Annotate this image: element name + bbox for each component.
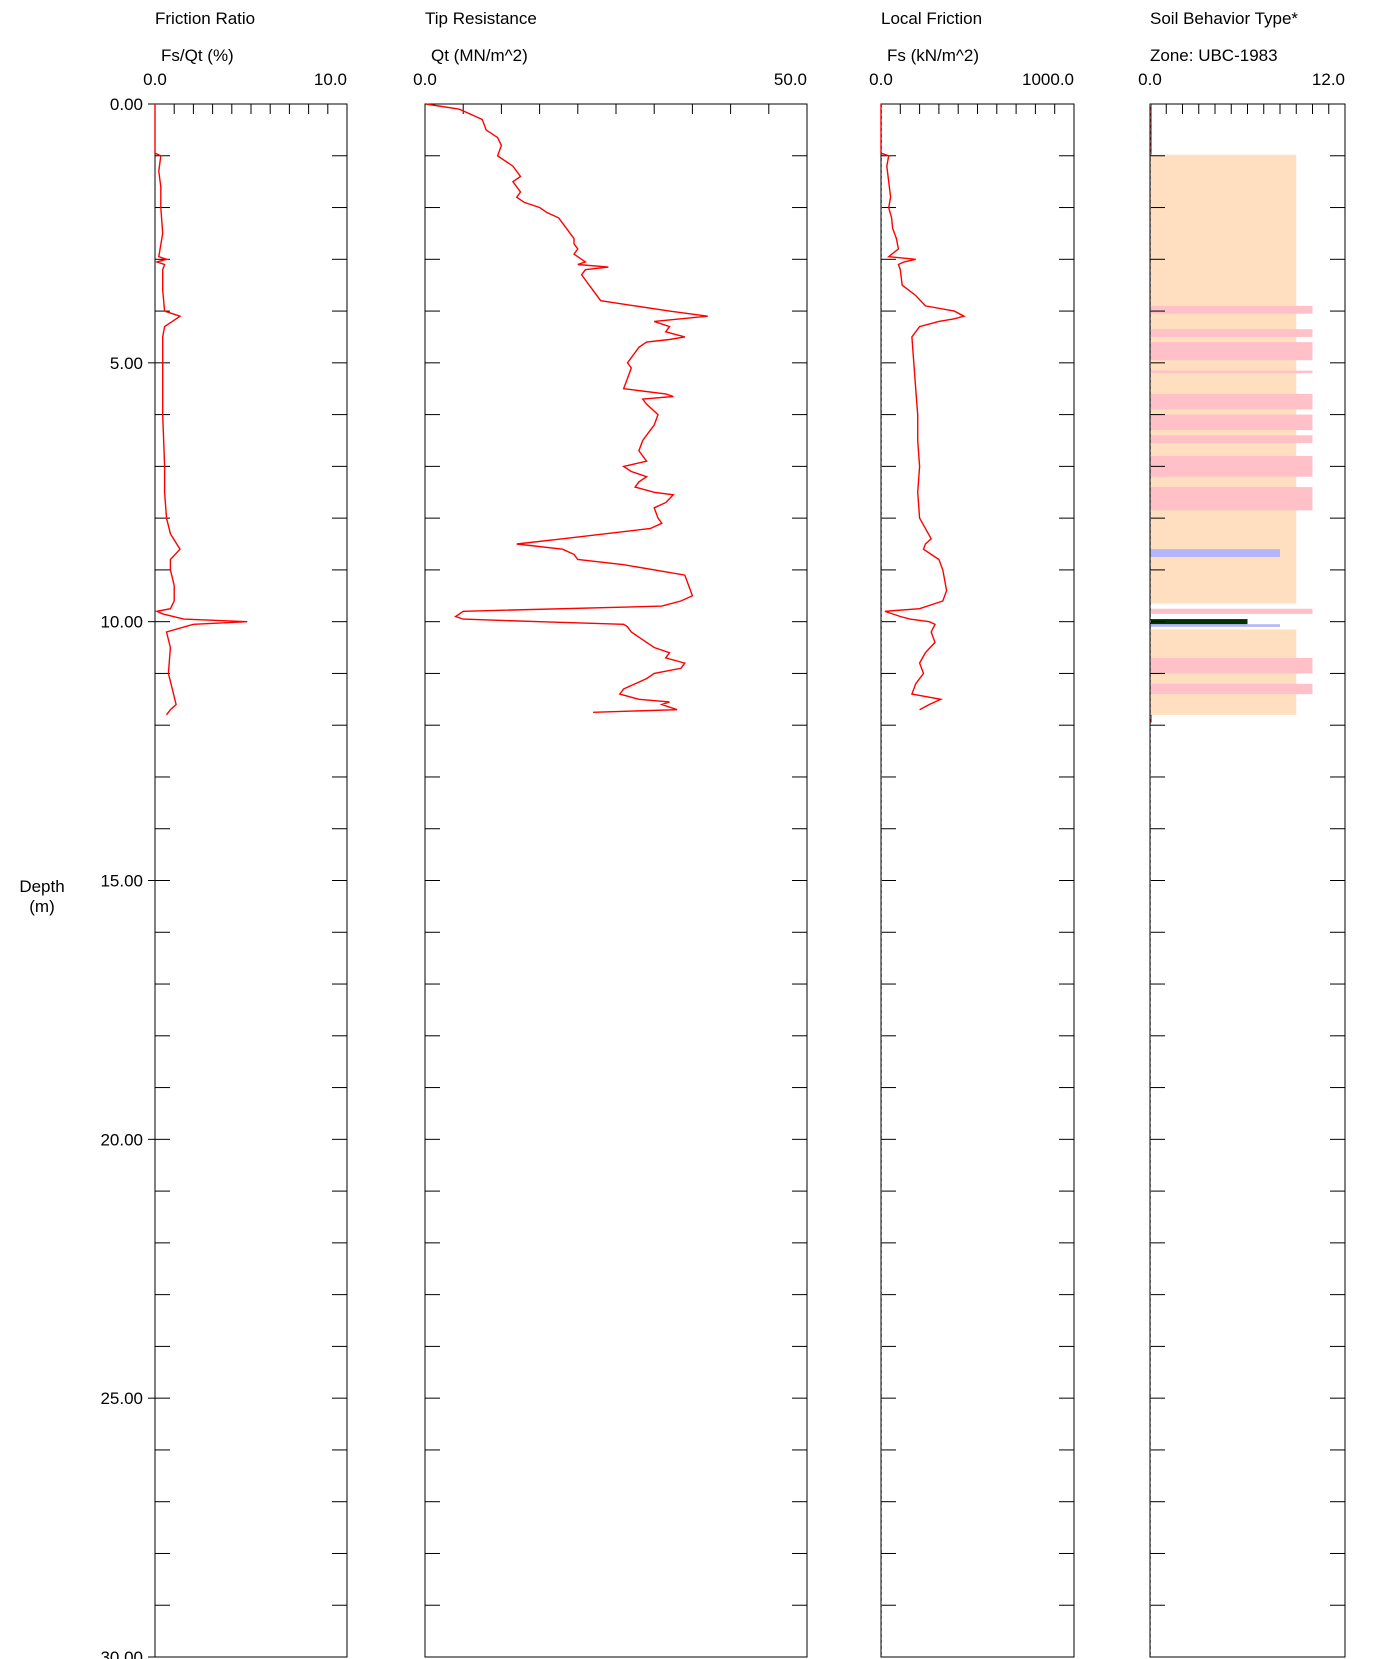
x-tick-label: 1000.0 bbox=[1022, 70, 1074, 89]
soil-band bbox=[1150, 683, 1313, 695]
soil-band bbox=[1150, 456, 1313, 477]
panel-title: Local Friction bbox=[881, 9, 982, 28]
soil-band bbox=[1150, 393, 1313, 410]
panel-title: Tip Resistance bbox=[425, 9, 537, 28]
x-tick-label: 10.0 bbox=[314, 70, 347, 89]
soil-band bbox=[1150, 329, 1313, 337]
panel-subtitle: Zone: UBC-1983 bbox=[1150, 46, 1278, 65]
panel-frame bbox=[880, 103, 1075, 1658]
panel-4: Soil Behavior Type* Zone: UBC-1983 0.0 12.0 bbox=[1138, 9, 1346, 1658]
depth-tick-label: 0.00 bbox=[110, 95, 143, 114]
depth-tick-label: 30.00 bbox=[100, 1648, 143, 1659]
log-panels: Friction Ratio Fs/Qt (%) 0.0 10.0 Tip Resist… bbox=[143, 9, 1346, 1658]
soil-band bbox=[1150, 435, 1313, 444]
panel-title: Soil Behavior Type* bbox=[1150, 9, 1298, 28]
depth-tick-label: 5.00 bbox=[110, 354, 143, 373]
depth-tick-label: 20.00 bbox=[100, 1130, 143, 1149]
panel-title: Friction Ratio bbox=[155, 9, 255, 28]
panel-1: Friction Ratio Fs/Qt (%) 0.0 10.0 bbox=[143, 9, 348, 1658]
depth-tick-label: 10.00 bbox=[100, 613, 143, 632]
x-tick-label: 0.0 bbox=[869, 70, 893, 89]
depth-axis: Depth (m) 0.00 5.00 10.00 15.00 20.00 25.00 30… bbox=[19, 95, 143, 1659]
trace-line bbox=[154, 104, 248, 716]
soil-band bbox=[1150, 657, 1313, 674]
panel-2: Tip Resistance Qt (MN/m^2) 0.0 50.0 bbox=[413, 9, 808, 1658]
soil-band bbox=[1150, 342, 1313, 361]
soil-band bbox=[1150, 305, 1313, 314]
depth-tick-label: 15.00 bbox=[100, 872, 143, 891]
depth-axis-label: Depth bbox=[19, 877, 64, 896]
x-tick-label: 0.0 bbox=[1138, 70, 1162, 89]
soil-band bbox=[1150, 608, 1313, 614]
panel-frame bbox=[154, 103, 348, 1658]
depth-axis-unit: (m) bbox=[29, 897, 54, 916]
soil-band bbox=[1150, 487, 1313, 511]
soil-band bbox=[1150, 370, 1313, 374]
soil-band bbox=[1150, 624, 1280, 627]
panel-subtitle: Fs (kN/m^2) bbox=[887, 46, 979, 65]
panel-subtitle: Fs/Qt (%) bbox=[161, 46, 234, 65]
panel-3: Local Friction Fs (kN/m^2) 0.0 1000.0 bbox=[869, 9, 1075, 1658]
soil-band bbox=[1150, 154, 1297, 604]
soil-band bbox=[1150, 549, 1280, 557]
x-tick-label: 0.0 bbox=[413, 70, 437, 89]
soil-band bbox=[1150, 414, 1313, 431]
trace-line bbox=[425, 103, 708, 713]
x-tick-label: 0.0 bbox=[143, 70, 167, 89]
panel-subtitle: Qt (MN/m^2) bbox=[431, 46, 528, 65]
depth-tick-label: 25.00 bbox=[100, 1389, 143, 1408]
x-tick-label: 12.0 bbox=[1312, 70, 1345, 89]
trace-line bbox=[880, 104, 966, 711]
soil-band bbox=[1150, 619, 1248, 625]
panel-frame bbox=[424, 103, 808, 1658]
x-tick-label: 50.0 bbox=[774, 70, 807, 89]
